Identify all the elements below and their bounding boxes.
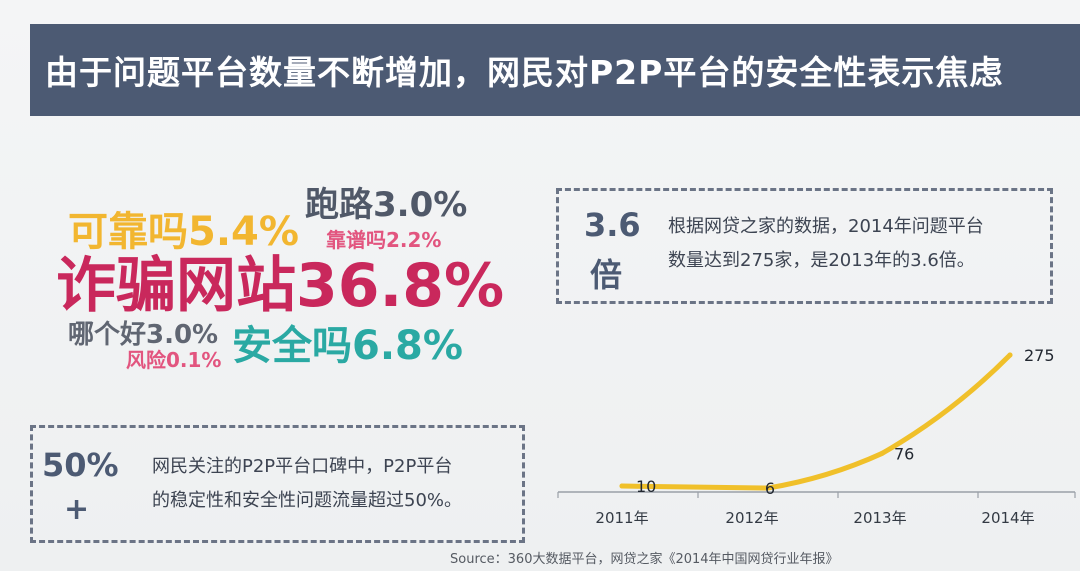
stat-50-value: 50% (42, 446, 119, 484)
stat-50-description: 网民关注的P2P平台口碑中，P2P平台 的稳定性和安全性问题流量超过50%。 (152, 456, 463, 511)
stat-3-6-unit: 倍 (590, 256, 623, 294)
data-label: 275 (1024, 346, 1055, 365)
stat-3-6-value: 3.6 (584, 206, 641, 244)
data-point (619, 483, 625, 489)
keyword-which-good: 哪个好3.0% (68, 320, 219, 350)
keyword-safe: 安全吗6.8% (232, 323, 463, 369)
series-line (619, 352, 1013, 491)
data-label: 76 (894, 444, 914, 463)
keyword-fraud-site: 诈骗网站36.8% (56, 251, 505, 321)
x-tick-label: 2013年 (853, 509, 906, 527)
keyword-reliable: 可靠吗5.4% (68, 209, 299, 255)
data-point (1007, 352, 1013, 358)
data-point (765, 485, 771, 491)
stat-3-6-description: 根据网贷之家的数据，2014年问题平台 数量达到275家，是2013年的3.6倍… (668, 216, 984, 271)
keyword-risk: 风险0.1% (126, 348, 222, 372)
source-note: Source：360大数据平台，网贷之家《2014年中国网贷行业年报》 (450, 552, 839, 567)
keyword-trustworthy: 靠谱吗2.2% (326, 228, 442, 252)
stat-50-plus: + (64, 492, 90, 527)
data-label: 10 (636, 477, 656, 496)
stat-box-50-percent (30, 425, 525, 543)
page-title: 由于问题平台数量不断增加，网民对P2P平台的安全性表示焦虑 (45, 53, 1004, 92)
data-label: 6 (765, 479, 775, 498)
data-point (879, 450, 885, 456)
x-tick-label: 2014年 (981, 509, 1034, 527)
x-tick-label: 2011年 (595, 509, 648, 527)
title-banner: 由于问题平台数量不断增加，网民对P2P平台的安全性表示焦虑 (30, 24, 1080, 116)
keyword-run-away: 跑路3.0% (305, 185, 468, 225)
x-tick-label: 2012年 (725, 509, 778, 527)
stat-box-3-6x (556, 188, 1053, 304)
